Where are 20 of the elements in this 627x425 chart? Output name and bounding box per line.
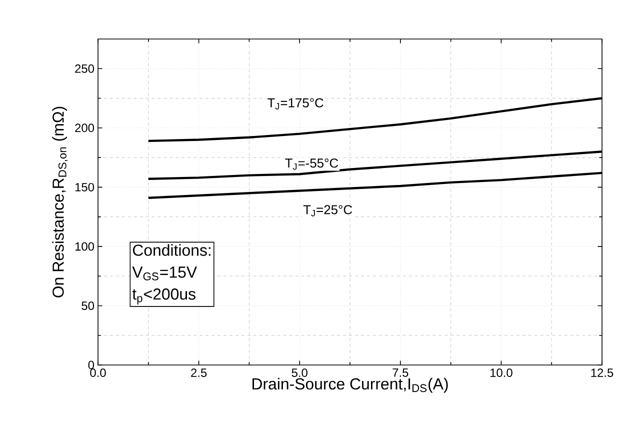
series-label: T$_{J}$=25°C (303, 205, 352, 216)
y-tick-label: 250 (75, 64, 94, 73)
annotation: t$_{p}$<200us (132, 288, 196, 304)
annotation: V$_{GS}$=15V (132, 266, 197, 280)
y-tick-label: 150 (75, 182, 94, 192)
x-tick-label: 12.5 (591, 368, 614, 377)
x-tick-label: 10.0 (490, 368, 512, 377)
series-label: T$_{J}$=175°C (268, 98, 324, 110)
y-tick-label: 100 (75, 242, 94, 251)
annotation: Conditions: (132, 244, 210, 256)
x-tick-label: 5.0 (292, 368, 308, 377)
y-tick-label: 200 (75, 124, 94, 132)
series-label: T$_{J}$=-55°C (285, 158, 338, 170)
y-tick-label: 50 (82, 302, 94, 310)
x-tick-label: 7.5 (392, 368, 408, 377)
x-tick-label: 0.0 (90, 368, 106, 377)
y-tick-label: 0 (88, 360, 94, 370)
y-axis-title: On Resistance,R$_{DS,on}$ (mΩ) (52, 106, 68, 298)
x-axis-title: Drain-Source Current,I$_{DS}$(A) (252, 378, 448, 393)
x-tick-label: 2.5 (191, 368, 207, 377)
